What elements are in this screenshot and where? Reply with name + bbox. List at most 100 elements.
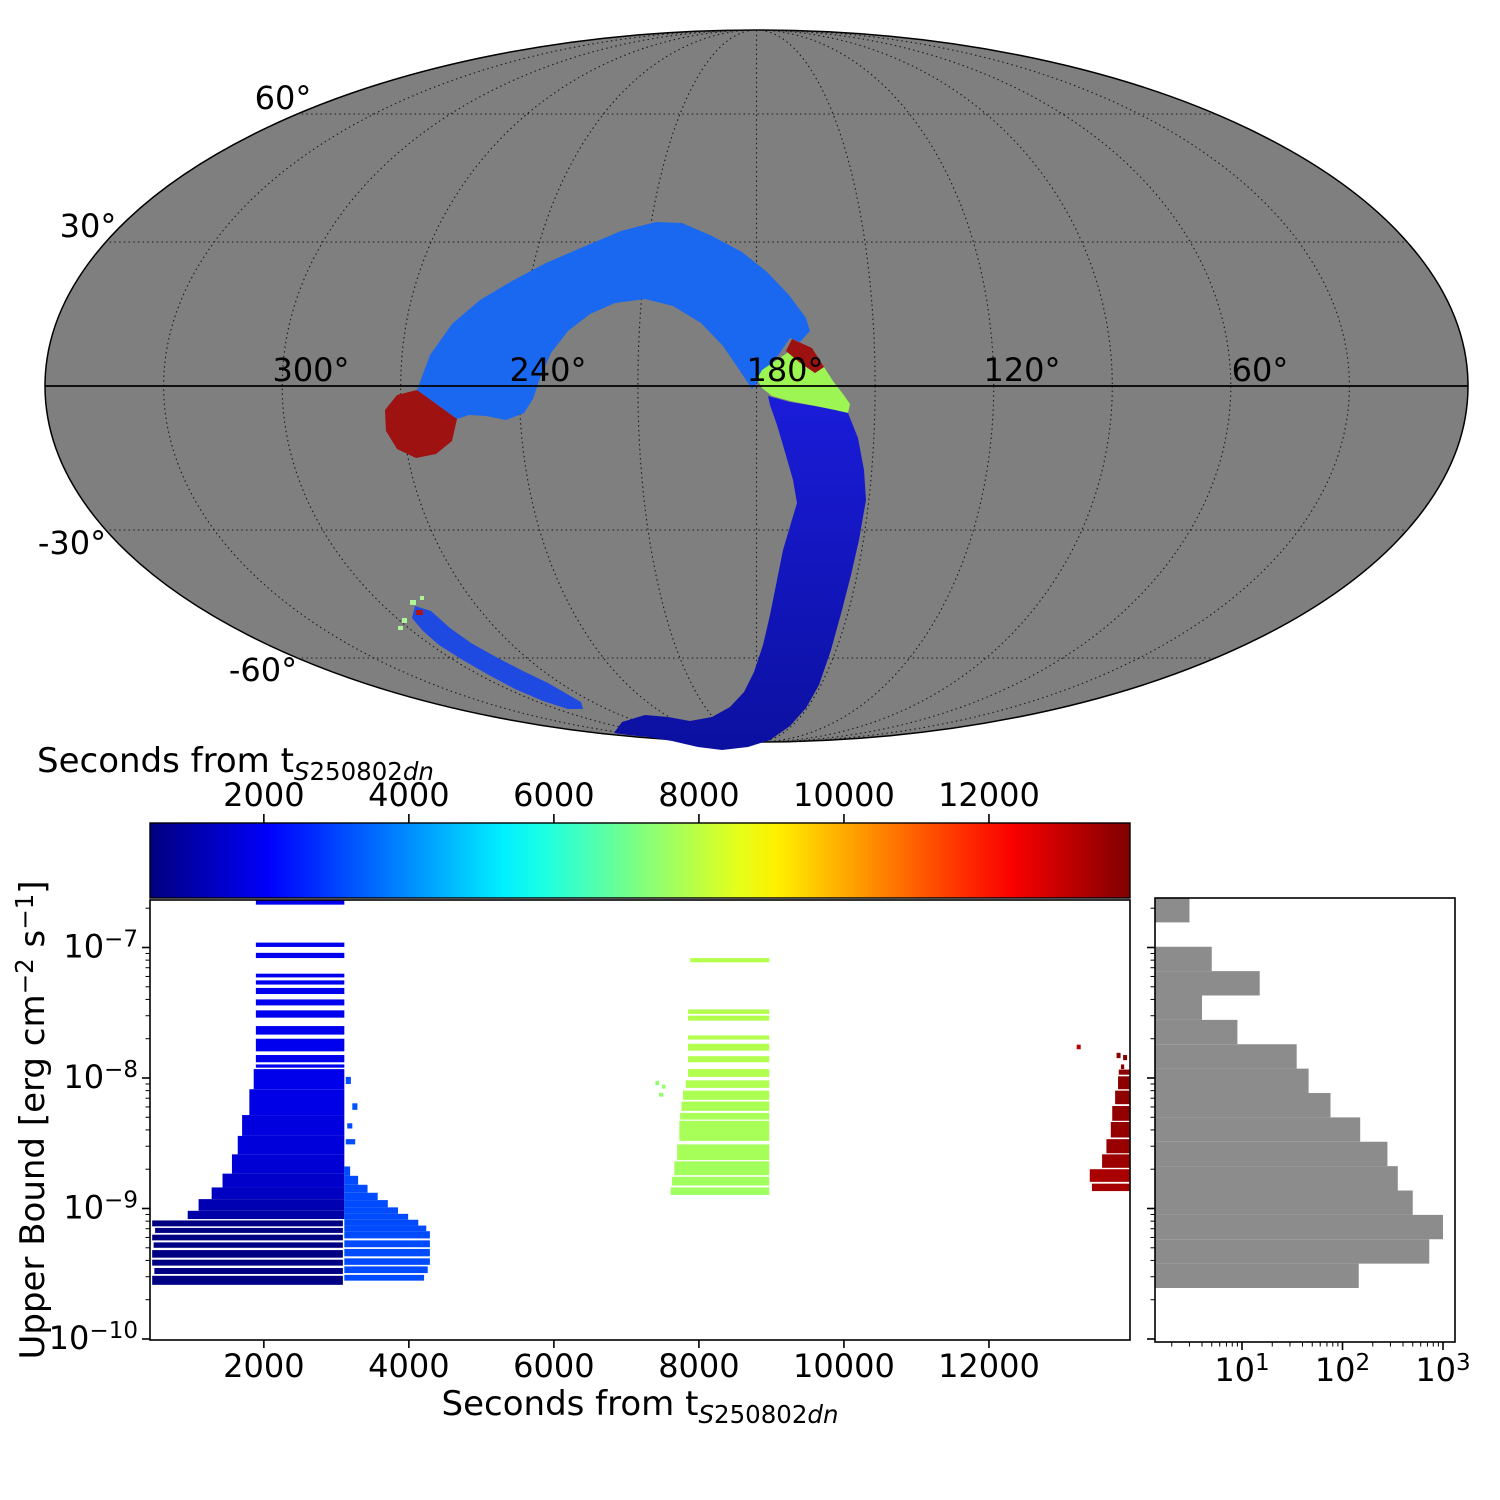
upper-bound-bar (344, 1175, 359, 1185)
upper-bound-bar (1123, 1055, 1128, 1061)
upper-bound-bar (677, 1144, 770, 1161)
upper-bound-bar (255, 987, 345, 995)
upper-bound-bar (345, 1076, 351, 1084)
upper-bound-bar (661, 1084, 666, 1089)
upper-bound-bar (153, 1242, 343, 1248)
upper-bound-bar (152, 1220, 343, 1227)
upper-bound-bar (1076, 1044, 1081, 1050)
upper-bound-bar (679, 1120, 770, 1141)
upper-bound-bar (655, 1080, 660, 1086)
hist-bar (1155, 1093, 1331, 1118)
latitude-label: -30° (38, 524, 106, 562)
upper-bound-bar (344, 1225, 427, 1232)
upper-bound-bar (344, 1184, 368, 1193)
colorbar-title: Seconds from tS250802dn (37, 741, 434, 786)
upper-bound-bar (1118, 1069, 1130, 1075)
upper-bound-bar (674, 1161, 770, 1176)
upper-bound-bar (255, 1064, 345, 1068)
colorbar: 2000 4000 6000 8000 10000 12000 Seconds from t… (37, 741, 1131, 899)
coverage-epoch3-wedge (757, 351, 850, 413)
colorbar-tick-label: 12000 (938, 776, 1040, 814)
colorbar-tick-label: 2000 (223, 776, 304, 814)
upper-bound-bar (347, 1123, 353, 1129)
upper-bound-bar (344, 1274, 425, 1281)
upper-bound-bar (1110, 1122, 1130, 1138)
histogram-panel: 101 102 103 (1147, 897, 1471, 1389)
coverage-speck (416, 610, 423, 615)
upper-bound-bar (1118, 1076, 1130, 1090)
upper-bound-bar (344, 1207, 398, 1214)
coverage-epoch1-band (614, 396, 866, 750)
upper-bound-bar (198, 1199, 345, 1211)
hist-bar (1155, 1068, 1309, 1093)
upper-bound-bar (690, 958, 770, 963)
x-tick-label: 10000 (793, 1347, 895, 1385)
upper-bound-bar (152, 1250, 343, 1258)
hist-x-tick-label: 101 (1214, 1350, 1269, 1389)
histogram-bars (1155, 898, 1443, 1288)
upper-bound-bar (344, 1219, 419, 1226)
upper-bound-bar (681, 1101, 770, 1111)
upper-bound-bar (255, 980, 345, 985)
upper-bound-bar (255, 900, 345, 905)
coverage-epoch2-streak (412, 606, 583, 709)
longitude-label: 300° (272, 351, 349, 389)
upper-bound-bar (344, 1240, 430, 1248)
colorbar-gradient (149, 822, 1131, 899)
upper-bound-bar (682, 1090, 770, 1100)
upper-bound-bar (249, 1089, 345, 1116)
x-tick-label: 2000 (223, 1347, 304, 1385)
upper-bound-bar (255, 1038, 345, 1052)
upper-bound-bar (345, 1139, 356, 1145)
upper-bound-bar (1102, 1154, 1130, 1168)
coverage-speck (402, 618, 407, 623)
upper-bound-bar (688, 1056, 770, 1063)
hist-bar (1155, 995, 1203, 1020)
upper-bound-bar (187, 1210, 345, 1220)
upper-bound-bar (152, 1234, 343, 1241)
hist-bar (1155, 1263, 1359, 1288)
latitude-label: -60° (229, 651, 297, 689)
upper-bound-bar (672, 1176, 770, 1186)
upper-bound-bar (1091, 1183, 1130, 1192)
colorbar-tick-label: 8000 (658, 776, 739, 814)
upper-bound-bar (1120, 1064, 1125, 1070)
x-axis-label: Seconds from tS250802dn (442, 1384, 839, 1429)
histogram-frame (1154, 897, 1456, 1343)
upper-bound-bar (344, 1258, 430, 1265)
x-tick-label: 12000 (938, 1347, 1040, 1385)
upper-bound-bar (211, 1187, 345, 1200)
upper-bound-bar (1116, 1052, 1121, 1059)
upper-bound-bar (688, 1015, 770, 1021)
scatter-bars (152, 900, 1130, 1285)
main-plot: 10−7 10−8 10−9 10−10 2000 4000 6000 8000 10000 12… (10, 880, 1131, 1429)
y-tick-label: 10−9 (63, 1188, 138, 1227)
upper-bound-bar (255, 1055, 345, 1063)
upper-bound-bar (255, 952, 345, 959)
upper-bound-bar (255, 942, 345, 947)
upper-bound-bar (1106, 1139, 1130, 1154)
sky-map: 300° 240° 180° 120° 60° 60° 30° -30° -60° (38, 29, 1469, 750)
hist-x-tick-label: 102 (1315, 1350, 1370, 1389)
hist-bar (1155, 1166, 1398, 1191)
x-tick-label: 6000 (513, 1347, 594, 1385)
coverage-epoch4-red-near-180 (786, 339, 824, 373)
upper-bound-bar (255, 973, 345, 978)
upper-bound-bar (344, 1192, 378, 1201)
colorbar-tick-label: 4000 (368, 776, 449, 814)
upper-bound-bar (670, 1187, 770, 1195)
upper-bound-bar (344, 1248, 430, 1257)
upper-bound-bar (688, 1043, 770, 1051)
longitude-label: 60° (1232, 351, 1289, 389)
hist-bar (1155, 1019, 1238, 1045)
upper-bound-bar (222, 1173, 345, 1188)
upper-bound-bar (253, 1069, 345, 1090)
upper-bound-bar (344, 1166, 351, 1176)
upper-bound-bar (344, 1213, 409, 1220)
hist-bar (1155, 1117, 1361, 1142)
upper-bound-bar (659, 1092, 664, 1097)
upper-bound-bar (344, 1266, 428, 1274)
latitude-label: 60° (255, 79, 312, 117)
coverage-speck (410, 600, 416, 605)
